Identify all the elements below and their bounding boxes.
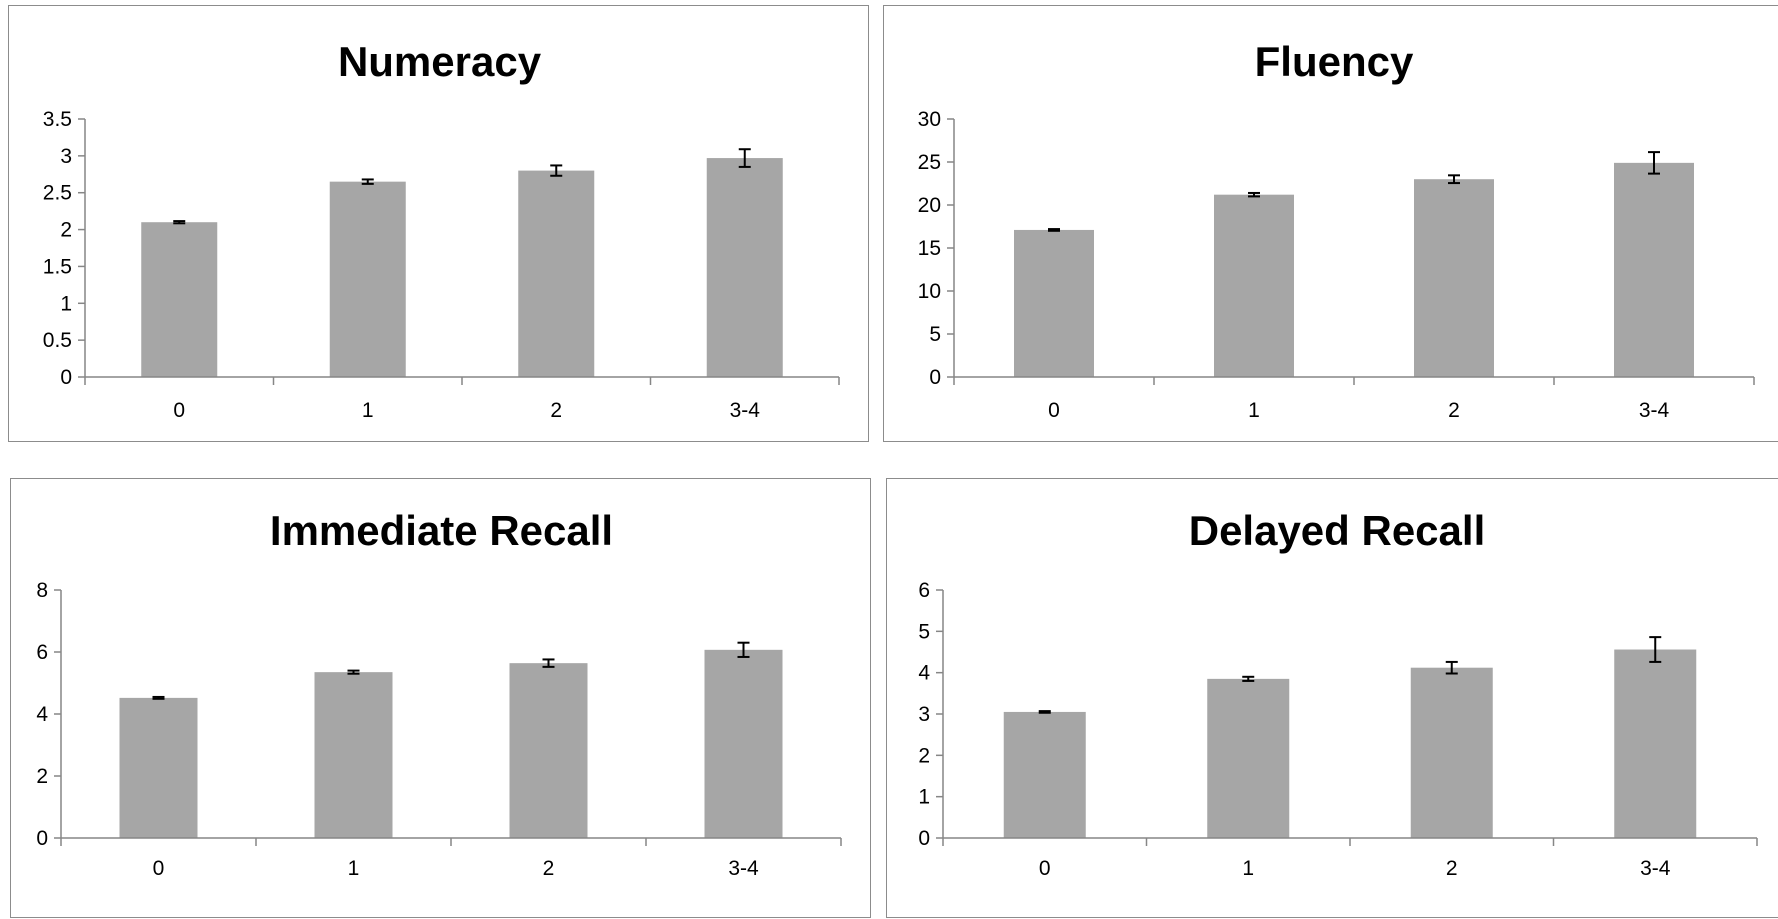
y-tick-label: 3.5 bbox=[43, 108, 72, 131]
error-bar bbox=[1048, 228, 1060, 232]
y-tick-label: 25 bbox=[918, 151, 941, 174]
error-bar bbox=[1248, 191, 1260, 198]
y-tick-label: 1 bbox=[60, 292, 72, 315]
error-bar bbox=[361, 178, 374, 185]
x-tick-label: 0 bbox=[153, 857, 165, 880]
x-tick-label: 3-4 bbox=[1639, 399, 1670, 422]
error-bar bbox=[1445, 660, 1458, 675]
y-tick-label: 15 bbox=[918, 237, 941, 260]
immediate-recall-chart: Immediate Recall 0 2 4 6 8 0 1 2 3-4 bbox=[36, 507, 842, 880]
y-tick-label: 2 bbox=[60, 219, 72, 242]
y-tick-label: 10 bbox=[918, 280, 941, 303]
x-tick-label: 1 bbox=[1248, 399, 1260, 422]
delayed-recall-chart-panel: Delayed Recall 0 1 2 3 4 5 6 0 1 2 3-4 bbox=[886, 478, 1778, 918]
y-tick-label: 3 bbox=[60, 145, 72, 168]
bar bbox=[1003, 711, 1086, 838]
error-bar bbox=[347, 669, 360, 675]
y-tick-label: 8 bbox=[36, 579, 48, 602]
x-tick-label: 2 bbox=[1446, 857, 1458, 880]
immediate-recall-chart-panel: Immediate Recall 0 2 4 6 8 0 1 2 3-4 bbox=[10, 478, 871, 918]
y-tick-label: 20 bbox=[918, 194, 941, 217]
bar bbox=[704, 649, 783, 838]
error-bar bbox=[152, 695, 165, 700]
y-tick-label: 5 bbox=[918, 620, 930, 643]
y-tick-label: 6 bbox=[918, 579, 930, 602]
x-tick-label: 3-4 bbox=[730, 399, 761, 422]
y-tick-label: 1.5 bbox=[43, 255, 72, 278]
x-tick-label: 0 bbox=[173, 399, 185, 422]
bar bbox=[119, 697, 198, 838]
fluency-chart: Fluency 0 5 10 15 20 25 30 0 1 2 3-4 bbox=[918, 38, 1755, 422]
bar bbox=[329, 181, 406, 377]
error-bar bbox=[1649, 636, 1662, 663]
bar bbox=[509, 663, 588, 838]
y-tick-label: 0 bbox=[36, 827, 48, 850]
bar bbox=[1014, 229, 1094, 377]
x-tick-label: 3-4 bbox=[728, 857, 759, 880]
error-bar bbox=[1448, 174, 1460, 185]
y-tick-label: 30 bbox=[918, 108, 941, 131]
x-tick-label: 3-4 bbox=[1640, 857, 1671, 880]
error-bar bbox=[1648, 151, 1660, 175]
numeracy-chart: Numeracy 0 0.5 1 1.5 2 2.5 3 3.5 0 1 2 3-4 bbox=[43, 38, 840, 422]
y-tick-label: 5 bbox=[929, 323, 941, 346]
y-tick-label: 0.5 bbox=[43, 329, 72, 352]
bar bbox=[706, 158, 783, 377]
bar bbox=[1414, 179, 1494, 377]
x-tick-label: 1 bbox=[1242, 857, 1254, 880]
x-tick-label: 0 bbox=[1048, 399, 1060, 422]
x-tick-label: 2 bbox=[550, 399, 562, 422]
x-tick-label: 1 bbox=[362, 399, 374, 422]
y-tick-label: 0 bbox=[929, 366, 941, 389]
y-tick-label: 0 bbox=[918, 827, 930, 850]
y-tick-label: 2 bbox=[918, 744, 930, 767]
y-tick-label: 2 bbox=[36, 765, 48, 788]
x-tick-label: 2 bbox=[1448, 399, 1460, 422]
error-bar bbox=[542, 658, 555, 668]
error-bar bbox=[1038, 710, 1051, 714]
y-tick-label: 1 bbox=[918, 786, 930, 809]
bar bbox=[1207, 678, 1290, 838]
y-tick-label: 4 bbox=[918, 662, 930, 685]
bar bbox=[314, 672, 393, 838]
bar bbox=[518, 170, 595, 377]
x-tick-label: 2 bbox=[543, 857, 555, 880]
x-tick-label: 0 bbox=[1039, 857, 1051, 880]
chart-title: Delayed Recall bbox=[1189, 507, 1486, 554]
x-tick-label: 1 bbox=[348, 857, 360, 880]
chart-title: Fluency bbox=[1255, 38, 1414, 85]
y-tick-label: 4 bbox=[36, 703, 48, 726]
chart-title: Immediate Recall bbox=[270, 507, 613, 554]
fluency-chart-panel: Fluency 0 5 10 15 20 25 30 0 1 2 3-4 bbox=[883, 5, 1778, 442]
chart-title: Numeracy bbox=[338, 38, 542, 85]
y-tick-label: 2.5 bbox=[43, 182, 72, 205]
bar bbox=[1614, 649, 1697, 838]
error-bar bbox=[737, 641, 750, 658]
numeracy-chart-panel: Numeracy 0 0.5 1 1.5 2 2.5 3 3.5 0 1 2 3-4 bbox=[8, 5, 869, 442]
error-bar bbox=[173, 220, 186, 225]
delayed-recall-chart: Delayed Recall 0 1 2 3 4 5 6 0 1 2 3-4 bbox=[918, 507, 1758, 880]
y-tick-label: 0 bbox=[60, 366, 72, 389]
error-bar bbox=[550, 164, 563, 177]
bar bbox=[1214, 194, 1294, 377]
bar bbox=[1410, 667, 1493, 838]
error-bar bbox=[738, 148, 751, 168]
bar bbox=[1614, 162, 1694, 377]
y-tick-label: 6 bbox=[36, 641, 48, 664]
bar bbox=[141, 222, 218, 377]
error-bar bbox=[1242, 675, 1255, 682]
y-tick-label: 3 bbox=[918, 703, 930, 726]
